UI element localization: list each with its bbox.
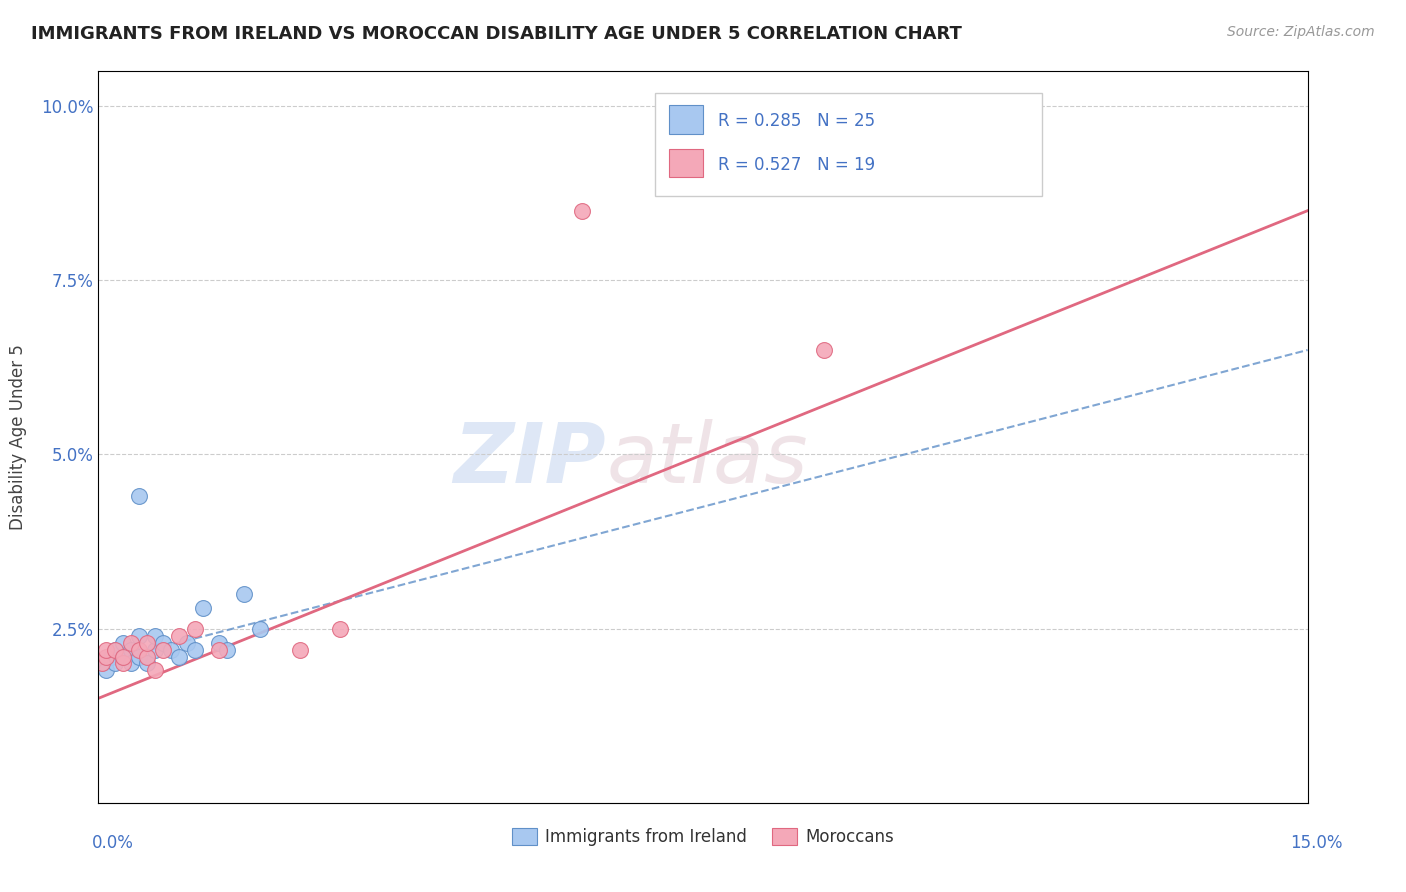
Point <box>152 642 174 657</box>
Text: 15.0%: 15.0% <box>1291 834 1343 852</box>
Point <box>100 649 122 664</box>
Point <box>167 629 190 643</box>
Text: atlas: atlas <box>606 418 808 500</box>
Point <box>120 657 142 671</box>
Point <box>96 664 118 678</box>
Point <box>135 635 157 649</box>
Point <box>111 649 134 664</box>
Text: 0.0%: 0.0% <box>91 834 134 852</box>
Point <box>91 657 114 671</box>
Point <box>111 649 134 664</box>
Point <box>143 642 166 657</box>
FancyBboxPatch shape <box>655 94 1042 195</box>
Point <box>111 635 134 649</box>
Y-axis label: Disability Age Under 5: Disability Age Under 5 <box>10 344 27 530</box>
Point <box>128 629 150 643</box>
Point <box>571 203 593 218</box>
Point <box>128 649 150 664</box>
Point <box>135 657 157 671</box>
Point <box>160 642 183 657</box>
Point <box>217 642 239 657</box>
Point <box>103 657 125 671</box>
Point <box>128 642 150 657</box>
Point <box>135 649 157 664</box>
Point <box>128 489 150 503</box>
Point <box>184 642 207 657</box>
Point <box>103 642 125 657</box>
Point <box>184 622 207 636</box>
Point <box>208 635 231 649</box>
Point <box>96 642 118 657</box>
Point <box>249 622 271 636</box>
Point <box>120 635 142 649</box>
Point <box>143 664 166 678</box>
Point <box>143 629 166 643</box>
Point <box>103 642 125 657</box>
Point <box>288 642 311 657</box>
Point <box>813 343 835 357</box>
FancyBboxPatch shape <box>669 105 703 134</box>
Point <box>176 635 198 649</box>
Point <box>96 649 118 664</box>
Point <box>111 657 134 671</box>
Text: Source: ZipAtlas.com: Source: ZipAtlas.com <box>1227 25 1375 39</box>
Point <box>329 622 352 636</box>
Point <box>152 635 174 649</box>
Text: R = 0.527   N = 19: R = 0.527 N = 19 <box>717 156 875 174</box>
Text: ZIP: ZIP <box>454 418 606 500</box>
Legend: Immigrants from Ireland, Moroccans: Immigrants from Ireland, Moroccans <box>505 822 901 853</box>
FancyBboxPatch shape <box>669 149 703 178</box>
Point <box>232 587 254 601</box>
Point <box>120 642 142 657</box>
Point <box>167 649 190 664</box>
Text: R = 0.285   N = 25: R = 0.285 N = 25 <box>717 112 875 130</box>
Point <box>208 642 231 657</box>
Point <box>91 657 114 671</box>
Point <box>193 600 215 615</box>
Text: IMMIGRANTS FROM IRELAND VS MOROCCAN DISABILITY AGE UNDER 5 CORRELATION CHART: IMMIGRANTS FROM IRELAND VS MOROCCAN DISA… <box>31 25 962 43</box>
